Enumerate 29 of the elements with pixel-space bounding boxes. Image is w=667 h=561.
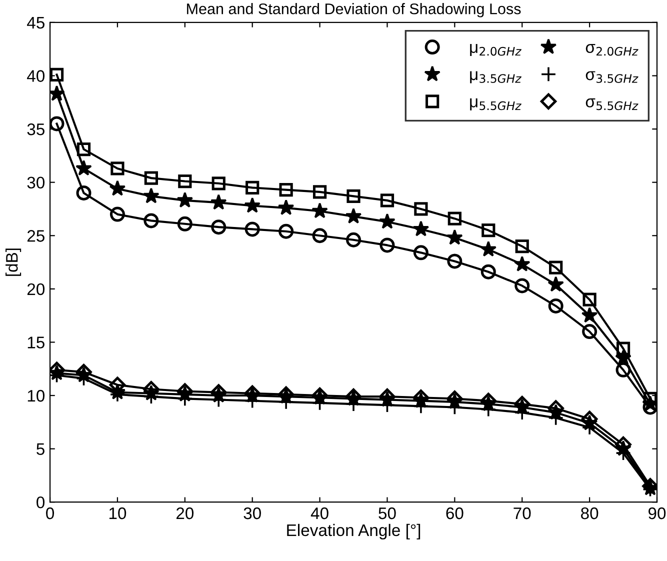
chart-title: Mean and Standard Deviation of Shadowing Loss xyxy=(187,3,521,18)
legend-label: μ$_{3.5GHz}$ xyxy=(470,71,522,84)
y-tick-label: 45 xyxy=(27,17,44,29)
y-axis-title: [dB] xyxy=(6,248,22,276)
y-tick-label: 40 xyxy=(27,70,45,82)
y-tick-label: 15 xyxy=(28,336,44,348)
legend-label: σ$_{5.5GHz}$ xyxy=(586,98,638,110)
y-tick-label: 30 xyxy=(27,176,45,189)
legend-label: σ$_{3.5GHz}$ xyxy=(586,71,638,83)
y-tick-label: 35 xyxy=(27,123,44,136)
y-tick-label: 20 xyxy=(27,283,45,296)
legend-label: σ$_{2.0GHz}$ xyxy=(586,44,638,56)
legend-label: μ$_{5.5GHz}$ xyxy=(470,98,522,110)
x-tick-label: 90 xyxy=(648,507,666,520)
x-tick-label: 80 xyxy=(581,507,598,520)
x-tick-label: 50 xyxy=(378,507,396,520)
x-tick-label: 40 xyxy=(310,507,328,520)
x-tick-label: 70 xyxy=(514,507,531,520)
x-axis-title: Elevation Angle [°] xyxy=(287,524,420,540)
y-tick-label: 25 xyxy=(27,230,44,242)
y-tick-label: 5 xyxy=(36,443,44,456)
x-tick-label: 20 xyxy=(176,507,194,520)
x-tick-label: 60 xyxy=(446,507,464,520)
y-tick-label: 0 xyxy=(36,496,45,508)
legend-label: μ$_{2.0GHz}$ xyxy=(470,44,522,56)
x-tick-label: 30 xyxy=(244,507,261,520)
x-tick-label: 0 xyxy=(46,507,54,520)
x-tick-label: 10 xyxy=(109,507,126,520)
y-tick-label: 10 xyxy=(28,390,45,402)
